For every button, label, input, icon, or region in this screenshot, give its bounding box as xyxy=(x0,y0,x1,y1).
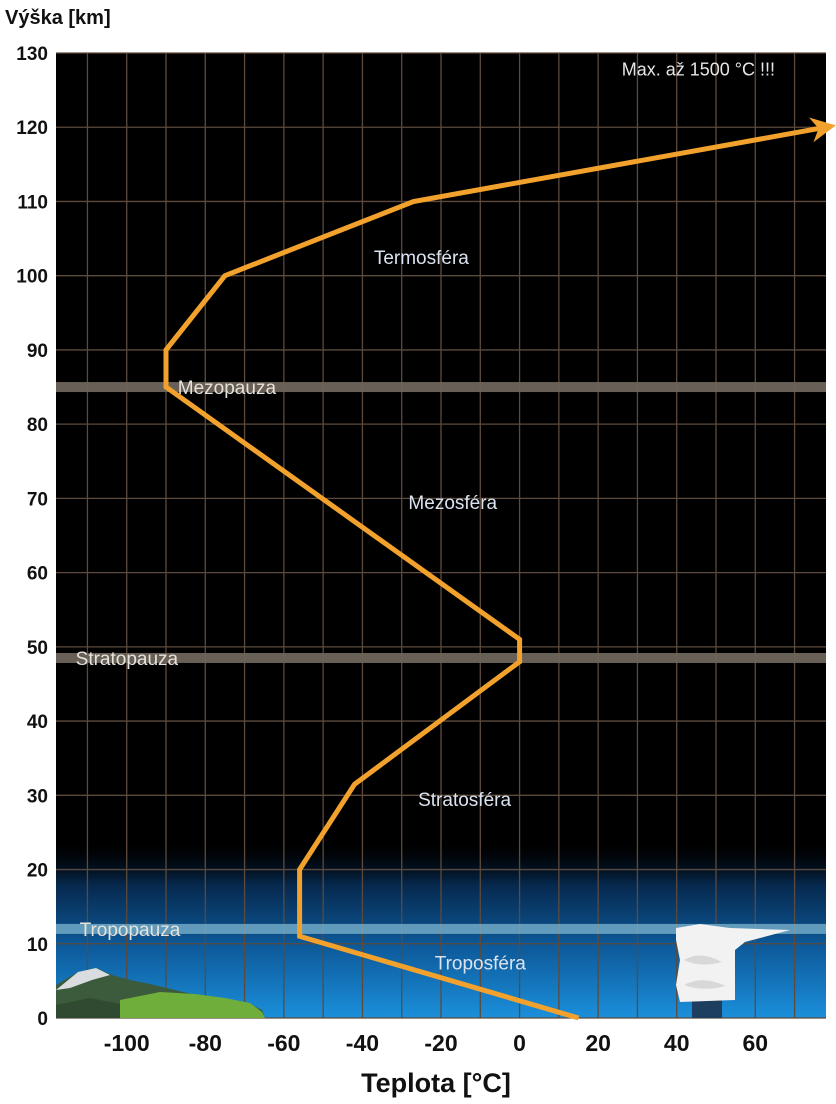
temperature-line xyxy=(163,117,836,1021)
thunderstorm-cloud-icon xyxy=(676,924,790,1018)
y-tick-label: 130 xyxy=(16,44,48,65)
temperature-profile xyxy=(163,117,836,1021)
y-tick-label: 10 xyxy=(27,935,48,956)
x-tick-label: 0 xyxy=(513,1030,526,1056)
annotations: Max. až 1500 °C !!! xyxy=(622,60,775,80)
y-tick-label: 70 xyxy=(27,489,48,510)
x-axis-title: Teplota [°C] xyxy=(361,1068,511,1098)
y-tick-label: 100 xyxy=(16,267,48,288)
y-tick-labels: 0 10 20 30 40 50 60 70 80 90 100 110 120 130 xyxy=(16,44,48,1030)
y-tick-label: 20 xyxy=(27,861,48,882)
boundary-bands xyxy=(56,382,826,934)
x-tick-label: -20 xyxy=(424,1030,457,1056)
y-axis-title: Výška [km] xyxy=(5,7,111,29)
boundary-label: Stratopauza xyxy=(76,649,179,670)
layer-labels: Troposféra Stratosféra Mezosféra Termosféra xyxy=(374,248,526,974)
boundary-label: Mezopauza xyxy=(178,378,277,399)
x-tick-label: -40 xyxy=(346,1030,379,1056)
y-tick-label: 80 xyxy=(27,415,48,436)
y-tick-label: 50 xyxy=(27,638,48,659)
grid-lines xyxy=(56,52,826,1019)
y-tick-label: 90 xyxy=(27,341,48,362)
boundary-band xyxy=(56,652,826,663)
boundary-label: Tropopauza xyxy=(80,920,181,941)
x-tick-label: 20 xyxy=(585,1030,611,1056)
x-tick-label: -80 xyxy=(189,1030,222,1056)
y-tick-label: 0 xyxy=(37,1009,48,1030)
max-temperature-annotation: Max. až 1500 °C !!! xyxy=(622,60,775,80)
layer-label: Mezosféra xyxy=(408,493,497,514)
layer-label: Troposféra xyxy=(435,953,527,974)
y-tick-label: 120 xyxy=(16,118,48,139)
x-tick-label: 40 xyxy=(664,1030,690,1056)
x-tick-label: -60 xyxy=(267,1030,300,1056)
y-tick-label: 30 xyxy=(27,786,48,807)
pause-labels: Tropopauza Stratopauza Mezopauza xyxy=(76,378,277,941)
layer-label: Stratosféra xyxy=(418,790,511,811)
layer-label: Termosféra xyxy=(374,248,469,269)
x-tick-label: 60 xyxy=(742,1030,768,1056)
y-tick-label: 40 xyxy=(27,712,48,733)
y-tick-label: 110 xyxy=(17,192,48,213)
mountains-icon xyxy=(56,968,265,1018)
y-tick-label: 60 xyxy=(27,564,48,585)
x-tick-label: -100 xyxy=(104,1030,150,1056)
boundary-band xyxy=(56,382,826,393)
boundary-band xyxy=(56,923,826,934)
x-tick-labels: -100 -80 -60 -40 -20 0 20 40 60 xyxy=(104,1030,768,1056)
